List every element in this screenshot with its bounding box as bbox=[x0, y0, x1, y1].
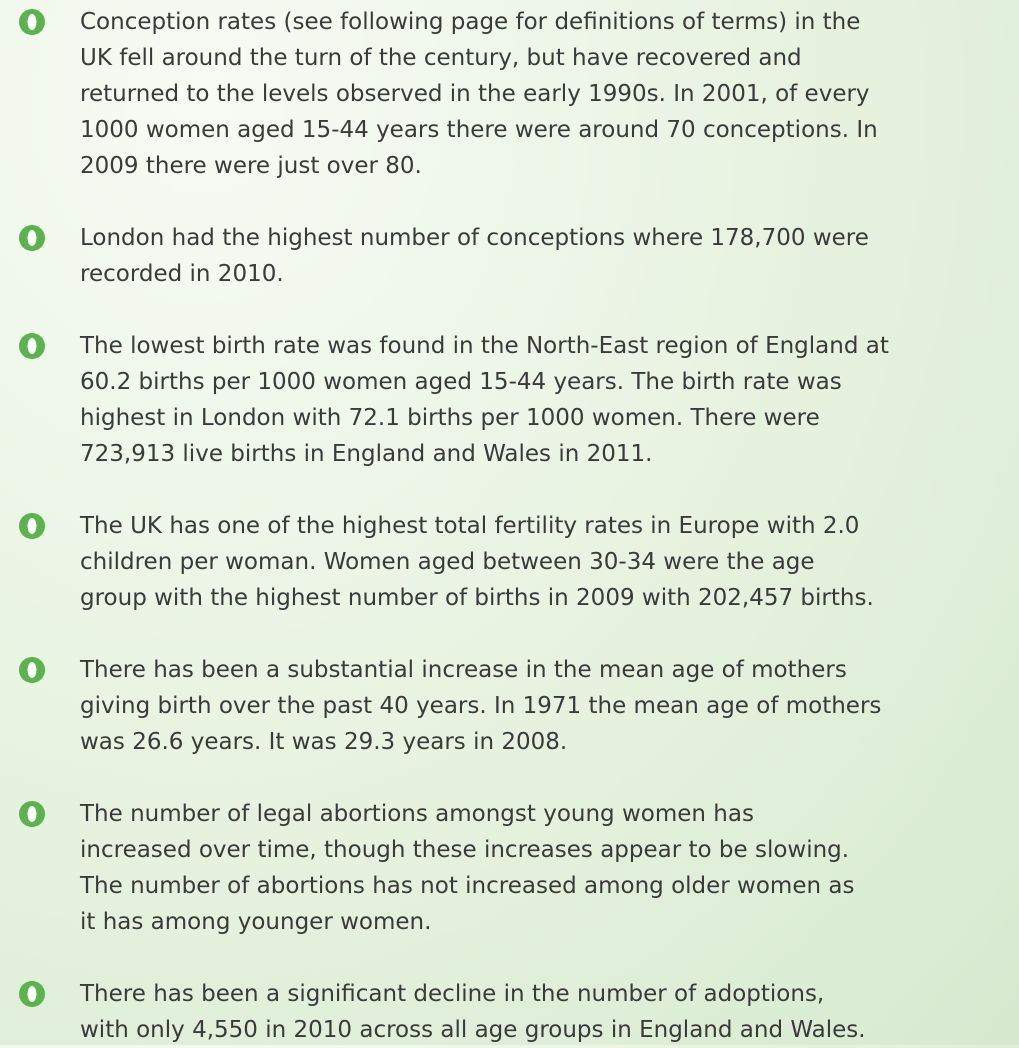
bullet-icon bbox=[19, 513, 45, 539]
text-line: There has been a substantial increase in… bbox=[80, 657, 847, 683]
text-line: 1000 women aged 15-44 years there were a… bbox=[80, 117, 878, 143]
text-line: The UK has one of the highest total fert… bbox=[80, 513, 860, 539]
bullet-icon bbox=[19, 657, 45, 683]
bullet-item: The lowest birth rate was found in the N… bbox=[0, 328, 1019, 472]
bullet-item: The number of legal abortions amongst yo… bbox=[0, 796, 1019, 940]
text-line: recorded in 2010. bbox=[80, 261, 284, 287]
bullet-icon bbox=[19, 9, 45, 35]
text-line: it has among younger women. bbox=[80, 909, 432, 935]
bullet-item: There has been a significant decline in … bbox=[0, 976, 1019, 1048]
text-line: with only 4,550 in 2010 across all age g… bbox=[80, 1017, 866, 1043]
text-line: highest in London with 72.1 births per 1… bbox=[80, 405, 820, 431]
bullet-icon bbox=[19, 333, 45, 359]
text-line: returned to the levels observed in the e… bbox=[80, 81, 870, 107]
bullet-icon bbox=[19, 225, 45, 251]
text-line: group with the highest number of births … bbox=[80, 585, 874, 611]
text-line: increased over time, though these increa… bbox=[80, 837, 850, 863]
bullet-icon bbox=[19, 981, 45, 1007]
text-line: Conception rates (see following page for… bbox=[80, 9, 861, 35]
text-line: was 26.6 years. It was 29.3 years in 200… bbox=[80, 729, 568, 755]
text-line: The number of abortions has not increase… bbox=[80, 873, 855, 899]
text-line: There has been a significant decline in … bbox=[80, 981, 825, 1007]
bullet-item: London had the highest number of concept… bbox=[0, 220, 1019, 292]
text-line: giving birth over the past 40 years. In … bbox=[80, 693, 882, 719]
text-line: London had the highest number of concept… bbox=[80, 225, 869, 251]
text-line: 723,913 live births in England and Wales… bbox=[80, 441, 653, 467]
bullet-icon bbox=[19, 801, 45, 827]
text-line: UK fell around the turn of the century, … bbox=[80, 45, 802, 71]
text-line: The number of legal abortions amongst yo… bbox=[80, 801, 754, 827]
text-line: 60.2 births per 1000 women aged 15-44 ye… bbox=[80, 369, 842, 395]
text-line: children per woman. Women aged between 3… bbox=[80, 549, 815, 575]
bullet-item: The UK has one of the highest total fert… bbox=[0, 508, 1019, 616]
text-line: The lowest birth rate was found in the N… bbox=[80, 333, 889, 359]
text-line: 2009 there were just over 80. bbox=[80, 153, 422, 179]
bullet-item: There has been a substantial increase in… bbox=[0, 652, 1019, 760]
bullet-item: Conception rates (see following page for… bbox=[0, 4, 1019, 184]
